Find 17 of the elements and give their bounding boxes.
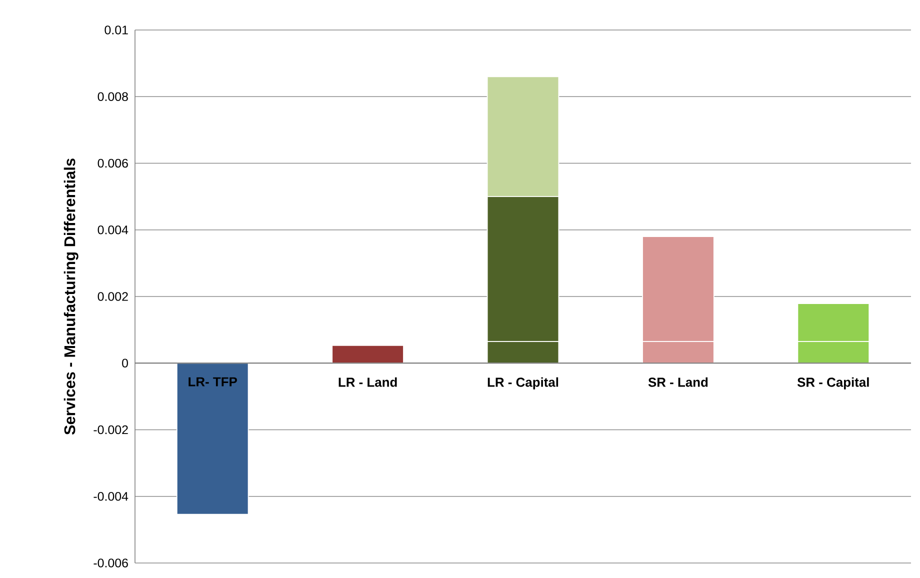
- y-axis-title: Services - Manufacturing Differentials: [64, 158, 78, 435]
- x-tick-label: LR - Capital: [488, 377, 558, 390]
- y-tick-label: 0.006: [98, 158, 128, 168]
- x-tick-label: LR- TFP: [188, 377, 237, 386]
- y-tick-label: -0.004: [94, 492, 128, 501]
- bar: [332, 345, 404, 364]
- y-tick-label: 0.008: [98, 92, 128, 102]
- x-tick-label: LR - Land: [338, 377, 397, 387]
- y-tick-label: 0.002: [98, 292, 128, 301]
- y-tick-label: -0.006: [94, 558, 128, 568]
- y-tick-label: 0.004: [98, 225, 128, 234]
- y-tick-label: -0.002: [94, 425, 128, 434]
- y-tick-label: 0.01: [104, 26, 128, 34]
- bar: [176, 362, 249, 515]
- y-tick-label: 0: [122, 358, 128, 368]
- x-tick-label: SR - Capital: [797, 377, 869, 390]
- x-tick-label: SR - Land: [648, 377, 708, 387]
